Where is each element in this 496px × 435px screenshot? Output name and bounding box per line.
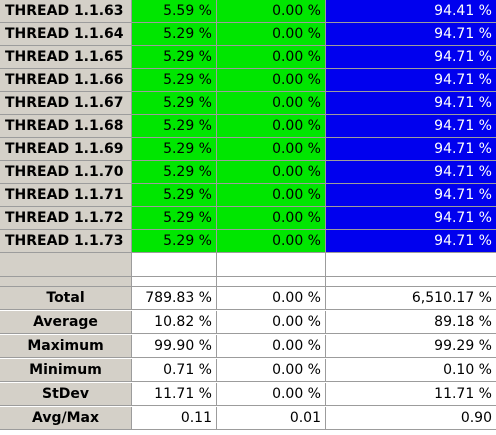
row-header[interactable]: THREAD 1.1.66 bbox=[0, 69, 132, 92]
row-header-empty bbox=[0, 277, 132, 287]
table-row: THREAD 1.1.65 5.29 % 0.00 % 94.71 % bbox=[0, 46, 496, 69]
table-row: THREAD 1.1.68 5.29 % 0.00 % 94.71 % bbox=[0, 115, 496, 138]
table-row: THREAD 1.1.67 5.29 % 0.00 % 94.71 % bbox=[0, 92, 496, 115]
system-cell: 0.00 % bbox=[217, 92, 326, 115]
stat-cell: 10.82 % bbox=[132, 311, 217, 334]
user-cell: 5.29 % bbox=[132, 230, 217, 253]
user-cell: 5.29 % bbox=[132, 184, 217, 207]
idle-cell: 94.71 % bbox=[326, 161, 496, 184]
stat-label: Maximum bbox=[0, 335, 132, 358]
row-header[interactable]: THREAD 1.1.69 bbox=[0, 138, 132, 161]
user-cell: 5.29 % bbox=[132, 161, 217, 184]
row-header[interactable]: THREAD 1.1.68 bbox=[0, 115, 132, 138]
stat-cell: 0.00 % bbox=[217, 383, 326, 406]
stat-cell: 99.90 % bbox=[132, 335, 217, 358]
stat-cell: 11.71 % bbox=[326, 383, 496, 406]
empty-cell bbox=[326, 277, 496, 287]
stats-row-avg-max: Avg/Max 0.11 0.01 0.90 bbox=[0, 407, 496, 430]
separator-row bbox=[0, 253, 496, 277]
table-row: THREAD 1.1.66 5.29 % 0.00 % 94.71 % bbox=[0, 69, 496, 92]
table-row: THREAD 1.1.70 5.29 % 0.00 % 94.71 % bbox=[0, 161, 496, 184]
row-header[interactable]: THREAD 1.1.67 bbox=[0, 92, 132, 115]
user-cell: 5.29 % bbox=[132, 115, 217, 138]
stats-row-minimum: Minimum 0.71 % 0.00 % 0.10 % bbox=[0, 359, 496, 382]
idle-cell: 94.71 % bbox=[326, 207, 496, 230]
system-cell: 0.00 % bbox=[217, 230, 326, 253]
stats-row-maximum: Maximum 99.90 % 0.00 % 99.29 % bbox=[0, 335, 496, 358]
idle-cell: 94.71 % bbox=[326, 69, 496, 92]
idle-cell: 94.71 % bbox=[326, 230, 496, 253]
stat-cell: 0.10 % bbox=[326, 359, 496, 382]
stat-cell: 99.29 % bbox=[326, 335, 496, 358]
system-cell: 0.00 % bbox=[217, 184, 326, 207]
stats-row-average: Average 10.82 % 0.00 % 89.18 % bbox=[0, 311, 496, 334]
table-row: THREAD 1.1.71 5.29 % 0.00 % 94.71 % bbox=[0, 184, 496, 207]
row-header[interactable]: THREAD 1.1.63 bbox=[0, 0, 132, 23]
system-cell: 0.00 % bbox=[217, 207, 326, 230]
stat-label: StDev bbox=[0, 383, 132, 406]
user-cell: 5.29 % bbox=[132, 69, 217, 92]
user-cell: 5.59 % bbox=[132, 0, 217, 23]
stat-label: Avg/Max bbox=[0, 407, 132, 430]
system-cell: 0.00 % bbox=[217, 23, 326, 46]
stat-cell: 789.83 % bbox=[132, 287, 217, 310]
idle-cell: 94.71 % bbox=[326, 184, 496, 207]
stat-cell: 89.18 % bbox=[326, 311, 496, 334]
stats-row-stdev: StDev 11.71 % 0.00 % 11.71 % bbox=[0, 383, 496, 406]
row-header-empty bbox=[0, 253, 132, 277]
system-cell: 0.00 % bbox=[217, 161, 326, 184]
system-cell: 0.00 % bbox=[217, 69, 326, 92]
row-header[interactable]: THREAD 1.1.70 bbox=[0, 161, 132, 184]
empty-cell bbox=[132, 277, 217, 287]
idle-cell: 94.71 % bbox=[326, 23, 496, 46]
stat-cell: 6,510.17 % bbox=[326, 287, 496, 310]
idle-cell: 94.41 % bbox=[326, 0, 496, 23]
user-cell: 5.29 % bbox=[132, 138, 217, 161]
idle-cell: 94.71 % bbox=[326, 92, 496, 115]
empty-cell bbox=[326, 253, 496, 277]
user-cell: 5.29 % bbox=[132, 92, 217, 115]
table-row: THREAD 1.1.73 5.29 % 0.00 % 94.71 % bbox=[0, 230, 496, 253]
user-cell: 5.29 % bbox=[132, 23, 217, 46]
table-row: THREAD 1.1.64 5.29 % 0.00 % 94.71 % bbox=[0, 23, 496, 46]
stat-cell: 0.00 % bbox=[217, 335, 326, 358]
row-header[interactable]: THREAD 1.1.65 bbox=[0, 46, 132, 69]
stat-cell: 0.01 bbox=[217, 407, 326, 430]
system-cell: 0.00 % bbox=[217, 46, 326, 69]
stat-cell: 0.00 % bbox=[217, 311, 326, 334]
table-row: THREAD 1.1.69 5.29 % 0.00 % 94.71 % bbox=[0, 138, 496, 161]
system-cell: 0.00 % bbox=[217, 115, 326, 138]
stats-row-total: Total 789.83 % 0.00 % 6,510.17 % bbox=[0, 287, 496, 310]
stat-cell: 11.71 % bbox=[132, 383, 217, 406]
row-header[interactable]: THREAD 1.1.64 bbox=[0, 23, 132, 46]
row-header[interactable]: THREAD 1.1.72 bbox=[0, 207, 132, 230]
row-header[interactable]: THREAD 1.1.71 bbox=[0, 184, 132, 207]
system-cell: 0.00 % bbox=[217, 0, 326, 23]
stat-label: Total bbox=[0, 287, 132, 310]
idle-cell: 94.71 % bbox=[326, 115, 496, 138]
table-row: THREAD 1.1.72 5.29 % 0.00 % 94.71 % bbox=[0, 207, 496, 230]
table-row: THREAD 1.1.63 5.59 % 0.00 % 94.41 % bbox=[0, 0, 496, 23]
spacer-row bbox=[0, 277, 496, 287]
user-cell: 5.29 % bbox=[132, 207, 217, 230]
stat-cell: 0.00 % bbox=[217, 359, 326, 382]
stat-cell: 0.71 % bbox=[132, 359, 217, 382]
user-cell: 5.29 % bbox=[132, 46, 217, 69]
row-header[interactable]: THREAD 1.1.73 bbox=[0, 230, 132, 253]
idle-cell: 94.71 % bbox=[326, 46, 496, 69]
system-cell: 0.00 % bbox=[217, 138, 326, 161]
stat-cell: 0.11 bbox=[132, 407, 217, 430]
empty-cell bbox=[217, 253, 326, 277]
stat-cell: 0.90 bbox=[326, 407, 496, 430]
empty-cell bbox=[132, 253, 217, 277]
empty-cell bbox=[217, 277, 326, 287]
stat-cell: 0.00 % bbox=[217, 287, 326, 310]
stat-label: Average bbox=[0, 311, 132, 334]
idle-cell: 94.71 % bbox=[326, 138, 496, 161]
stat-label: Minimum bbox=[0, 359, 132, 382]
